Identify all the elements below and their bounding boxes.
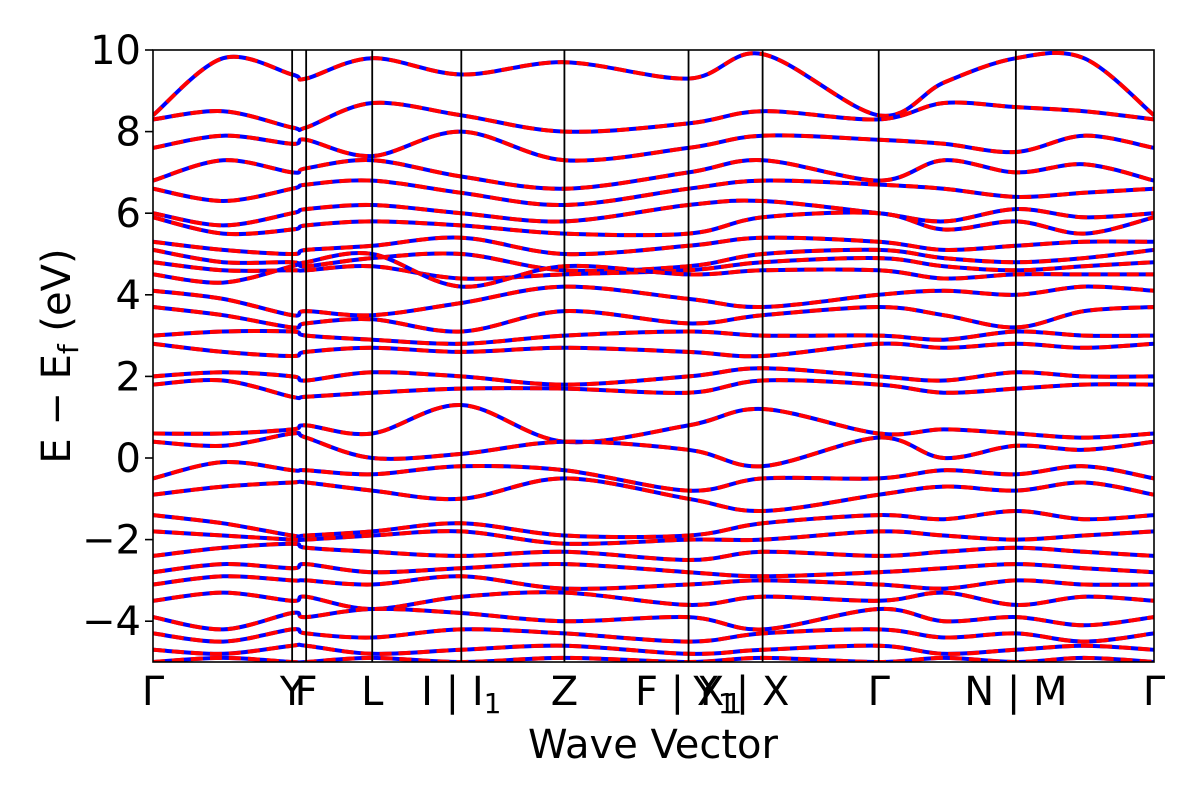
band-line <box>153 574 1154 591</box>
band-line <box>153 378 1154 401</box>
band-line <box>153 508 1154 540</box>
kpoint-label-text: Y <box>692 669 718 715</box>
band-line <box>153 235 1154 257</box>
kpoint-label-text: Γ <box>1143 669 1166 715</box>
kpoint-label-subscript: 1 <box>484 687 502 720</box>
x-axis-label: Wave Vector <box>528 722 779 768</box>
y-tick-label: −2 <box>82 518 141 564</box>
band-line <box>153 328 1154 346</box>
y-ticks: −4 −2 0 2 4 6 8 10 <box>82 28 153 645</box>
y-tick-label: 8 <box>116 110 141 156</box>
band-line <box>153 627 1154 644</box>
kpoint-label: Y1 <box>692 669 735 720</box>
band-line <box>153 247 1154 273</box>
y-tick-label: 0 <box>116 436 141 482</box>
band-line <box>153 341 1154 359</box>
kpoint-label-text: L <box>361 669 384 715</box>
kpoint-label-subscript: 1 <box>724 687 742 720</box>
band-line <box>153 431 1154 469</box>
band-line <box>153 158 1154 191</box>
band-line <box>153 590 1154 612</box>
band-line <box>153 529 1154 546</box>
kpoint-label-text: Y <box>279 669 305 715</box>
kpoint-label-text: N | M <box>964 669 1067 715</box>
kpoint-label: F <box>295 669 318 715</box>
kpoint-label: Γ <box>1143 669 1166 715</box>
kpoint-label: Z <box>551 669 578 715</box>
kpoint-label: Γ <box>142 669 165 715</box>
band-line <box>153 210 1154 238</box>
kpoint-label: | X <box>736 669 790 715</box>
band-line <box>153 459 1154 493</box>
band-line <box>153 642 1154 656</box>
kpoint-label-text: Γ <box>868 669 891 715</box>
y-axis-label-subscript: f <box>52 343 85 354</box>
kpoint-label: N | M <box>964 669 1067 715</box>
y-axis-label: E − Ef (eV) <box>34 248 85 463</box>
band-line <box>153 655 1154 662</box>
band-line <box>153 562 1154 579</box>
band-line <box>153 304 1154 334</box>
kpoint-label-text: F | X <box>635 669 724 715</box>
kpoint-label: L <box>361 669 384 715</box>
kpoint-label-text: F <box>295 669 318 715</box>
band-line <box>153 366 1154 387</box>
band-line <box>153 255 1154 281</box>
y-tick-label: 10 <box>90 28 141 74</box>
y-tick-label: 4 <box>116 273 141 319</box>
y-tick-label: −4 <box>82 599 141 645</box>
kpoint-label-subscript: 1 <box>718 687 736 720</box>
plot-frame <box>152 49 1155 663</box>
bands-layer <box>153 50 1154 662</box>
band-line <box>153 178 1154 208</box>
kpoint-label-text: I | I <box>421 669 484 715</box>
band-line <box>153 129 1154 163</box>
kpoint-label: F | X1 <box>635 669 742 720</box>
band-line <box>153 476 1154 514</box>
kpoint-label: Γ <box>868 669 891 715</box>
kpoint-lines <box>291 50 1017 662</box>
y-tick-label: 2 <box>116 354 141 400</box>
band-line <box>153 541 1154 563</box>
band-line <box>153 129 1154 163</box>
band-line <box>153 198 1154 228</box>
band-line <box>153 251 1154 289</box>
kpoint-label: I | I1 <box>421 669 501 720</box>
kpoint-label-text: Z <box>551 669 578 715</box>
band-line <box>153 606 1154 632</box>
band-line <box>153 284 1154 318</box>
kpoint-label: Y <box>279 669 305 715</box>
kpoint-label-text: | X <box>736 669 790 715</box>
band-line <box>153 476 1154 514</box>
y-axis-label-main: E − E <box>34 354 80 464</box>
band-line <box>153 402 1154 445</box>
band-line <box>153 508 1154 540</box>
y-tick-label: 6 <box>116 191 141 237</box>
y-axis-label-suffix: (eV) <box>34 248 80 344</box>
kpoint-label-text: Γ <box>142 669 165 715</box>
band-line <box>153 100 1154 134</box>
band-line <box>153 50 1154 118</box>
